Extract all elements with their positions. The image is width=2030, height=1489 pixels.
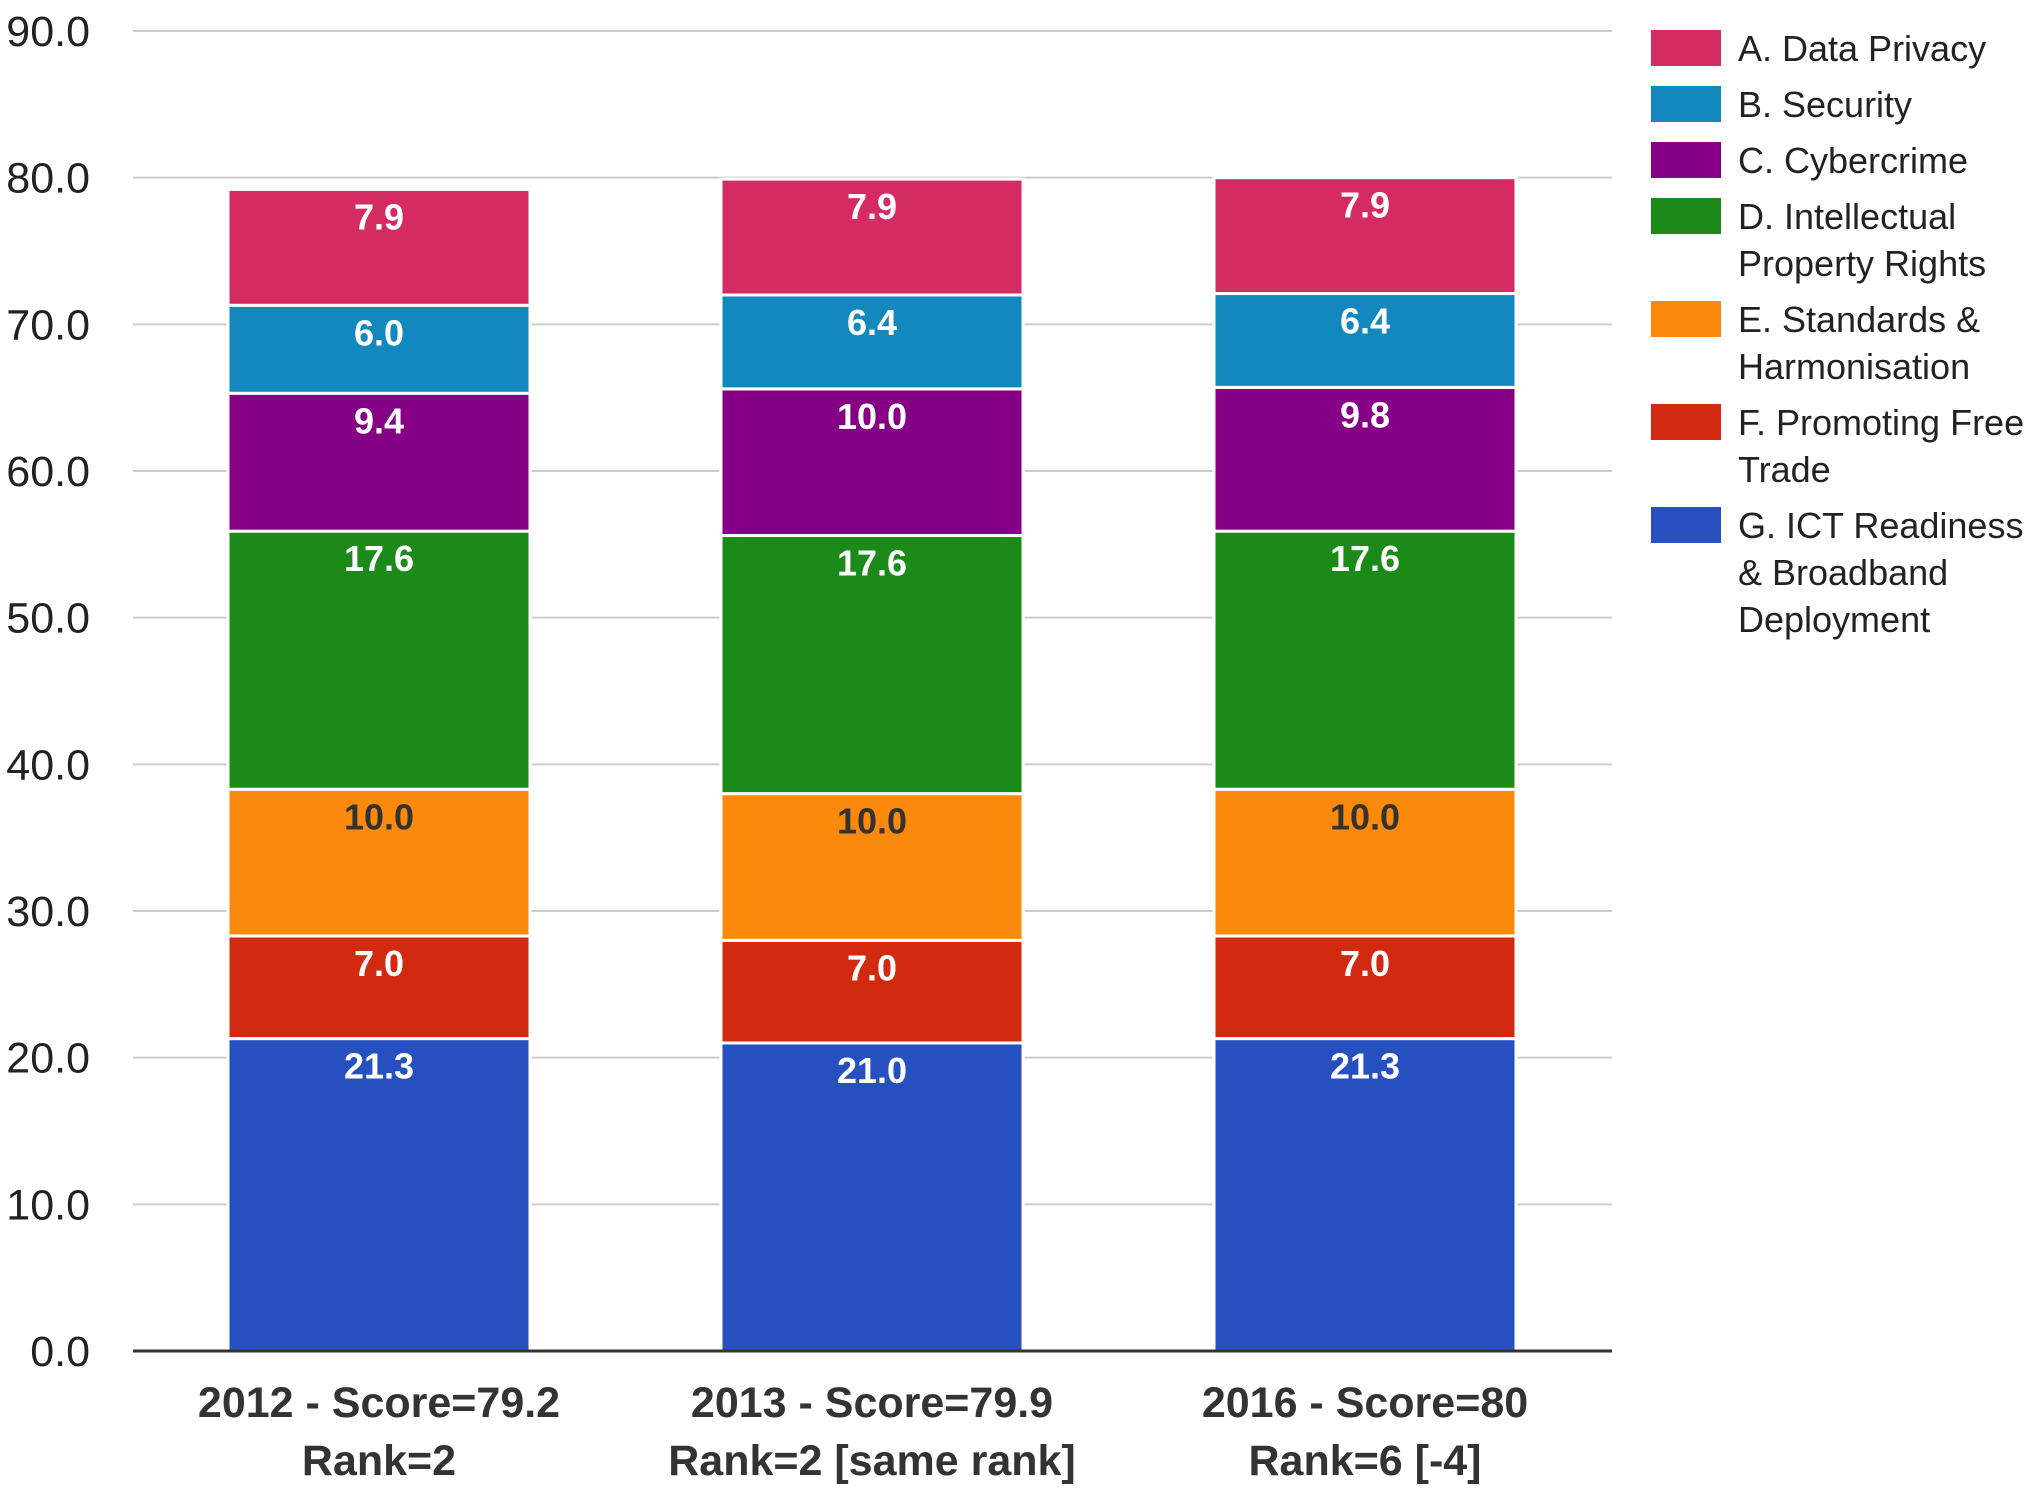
bar-segment (719, 387, 1025, 538)
category-label: Rank=6 [-4] (1249, 1437, 1482, 1485)
bar-segment (226, 1037, 532, 1353)
legend-label: G. ICT Readiness (1738, 505, 2023, 546)
category-label: Rank=2 (302, 1437, 456, 1485)
bar-segment-value-label: 21.3 (344, 1046, 414, 1087)
bar-segment-value-label: 10.0 (837, 396, 907, 437)
segment-value-labels: 21.3 7.0 10.0 17.6 9.4 6.0 7.9 21.0 7.0 10.0 17.6 1… (344, 185, 1400, 1091)
legend-item: A. Data Privacy (1651, 28, 1986, 69)
bar-segment (226, 391, 532, 533)
category-label: 2016 - Score=80 (1202, 1379, 1528, 1427)
legend-label: E. Standards & (1738, 299, 1980, 340)
bar-segment (1212, 529, 1518, 791)
legend-swatch (1651, 30, 1721, 66)
category-label: Rank=2 [same rank] (668, 1437, 1076, 1485)
y-tick-label: 40.0 (6, 741, 90, 789)
bar-segment-value-label: 7.9 (847, 186, 897, 227)
bar-segment (1212, 385, 1518, 533)
legend-swatch (1651, 507, 1721, 543)
bar-segment-value-label: 9.4 (354, 400, 404, 441)
legend-label: C. Cybercrime (1738, 140, 1968, 181)
legend-label: D. Intellectual (1738, 196, 1956, 237)
bar-segment (226, 934, 532, 1041)
y-tick-label: 90.0 (6, 8, 90, 56)
legend: A. Data Privacy B. Security C. Cybercrime D… (1651, 28, 2024, 640)
bar-segment (719, 1041, 1025, 1353)
legend-swatch (1651, 404, 1721, 440)
bar-segment (1212, 176, 1518, 296)
y-tick-label: 50.0 (6, 595, 90, 643)
bars (226, 176, 1518, 1353)
legend-swatch (1651, 86, 1721, 122)
bar-segment-value-label: 9.8 (1340, 394, 1390, 435)
legend-item: E. Standards & Harmonisation (1651, 299, 1980, 387)
category-label: 2013 - Score=79.9 (691, 1379, 1053, 1427)
y-tick-label: 20.0 (6, 1035, 90, 1083)
bar-segment-value-label: 7.0 (354, 943, 404, 984)
bar-segment-value-label: 10.0 (1330, 796, 1400, 837)
bar-segment-value-label: 17.6 (344, 538, 414, 579)
legend-swatch (1651, 142, 1721, 178)
legend-item: D. Intellectual Property Rights (1651, 196, 1986, 284)
bar-segment-value-label: 17.6 (1330, 538, 1400, 579)
bar-segment-value-label: 17.6 (837, 543, 907, 584)
bar-segment (719, 792, 1025, 942)
bar-segment (1212, 934, 1518, 1041)
bar-segment-value-label: 10.0 (837, 801, 907, 842)
bar-segment-value-label: 7.9 (354, 196, 404, 237)
legend-swatch (1651, 301, 1721, 337)
y-tick-label: 70.0 (6, 301, 90, 349)
legend-label: & Broadband (1738, 552, 1948, 593)
legend-label: Deployment (1738, 599, 1930, 640)
bar-segment (226, 303, 532, 395)
legend-label: A. Data Privacy (1738, 28, 1986, 69)
legend-label: B. Security (1738, 84, 1912, 125)
bar-segment (1212, 787, 1518, 938)
legend-label: Trade (1738, 449, 1831, 490)
y-tick-label: 30.0 (6, 888, 90, 936)
bar-segment-value-label: 6.0 (354, 312, 404, 353)
y-tick-label: 80.0 (6, 155, 90, 203)
bar-segment-value-label: 21.0 (837, 1050, 907, 1091)
legend-swatch (1651, 198, 1721, 234)
bar-segment (719, 177, 1025, 297)
bar-segment-value-label: 7.0 (1340, 943, 1390, 984)
bar-segment-value-label: 6.4 (1340, 301, 1390, 342)
bar-segment (1212, 1037, 1518, 1353)
bar-segment (226, 787, 532, 938)
bar-segment (226, 187, 532, 307)
bar-segment-value-label: 6.4 (847, 302, 897, 343)
legend-item: B. Security (1651, 84, 1912, 125)
category-label: 2012 - Score=79.2 (198, 1379, 560, 1427)
legend-item: F. Promoting Free Trade (1651, 402, 2024, 490)
bar-segment (1212, 292, 1518, 389)
y-axis-tick-labels: 0.0 10.0 20.0 30.0 40.0 50.0 60.0 70.0 80.0 90.0 (6, 8, 90, 1376)
legend-label: Property Rights (1738, 243, 1986, 284)
bar-segment-value-label: 7.9 (1340, 185, 1390, 226)
legend-label: F. Promoting Free (1738, 402, 2024, 443)
bar-segment (226, 529, 532, 791)
legend-item: C. Cybercrime (1651, 140, 1968, 181)
y-tick-label: 0.0 (30, 1328, 90, 1376)
y-tick-label: 10.0 (6, 1181, 90, 1229)
legend-item: G. ICT Readiness & Broadband Deployment (1651, 505, 2023, 640)
category-labels: 2012 - Score=79.2 Rank=2 2013 - Score=79.9… (198, 1379, 1528, 1485)
legend-label: Harmonisation (1738, 346, 1970, 387)
bar-segment-value-label: 7.0 (847, 947, 897, 988)
bar-segment-value-label: 21.3 (1330, 1046, 1400, 1087)
y-tick-label: 60.0 (6, 448, 90, 496)
bar-segment (719, 938, 1025, 1045)
bar-segment-value-label: 10.0 (344, 796, 414, 837)
